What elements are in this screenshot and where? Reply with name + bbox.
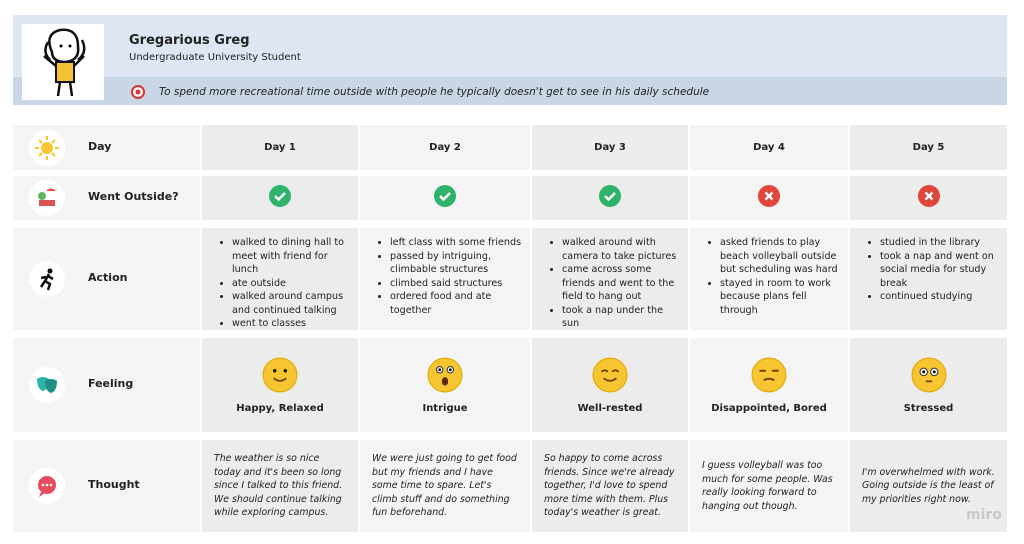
action-item: continued studying (880, 290, 999, 304)
went-outside-icon (598, 184, 622, 212)
action-list: walked around with camera to take pictur… (548, 236, 680, 331)
thought: We were just going to get food but my fr… (372, 453, 517, 519)
action-list: studied in the librarytook a nap and wen… (866, 236, 999, 304)
action-item: walked to dining hall to meet with frien… (232, 236, 350, 277)
went-outside-icon (268, 184, 292, 212)
went-outside-icon (433, 184, 457, 212)
cell: So happy to come across friends. Since w… (532, 440, 688, 532)
row-icon-svg (37, 377, 57, 393)
persona-name: Gregarious Greg (129, 33, 250, 48)
action-item: walked around with camera to take pictur… (562, 236, 680, 263)
cell: walked to dining hall to meet with frien… (202, 228, 358, 330)
feeling-label: Stressed (903, 402, 954, 414)
thought: The weather is so nice today and it's be… (214, 453, 343, 519)
action-item: walked around campus and continued talki… (232, 290, 350, 317)
went-outside-icon (917, 184, 941, 212)
cell (202, 176, 358, 220)
action-list: walked to dining hall to meet with frien… (218, 236, 350, 331)
cell: left class with some friendspassed by in… (360, 228, 530, 330)
cell (360, 176, 530, 220)
row-icon (29, 261, 65, 297)
action-item: ordered food and ate together (390, 290, 522, 317)
action-item: came across some friends and went to the… (562, 263, 680, 304)
avatar (22, 24, 104, 100)
row-icon (29, 367, 65, 403)
action-item: climbed said structures (390, 277, 522, 291)
row-icon (29, 129, 65, 166)
row-icon-svg (39, 268, 54, 291)
row-label: Went Outside? (88, 190, 179, 203)
goal-icon (131, 85, 145, 99)
cell: Well-rested (532, 338, 688, 432)
cell: Day 4 (690, 125, 848, 170)
feeling-emoji (911, 357, 947, 397)
day-label: Day 1 (264, 142, 296, 153)
action-item: passed by intriguing, climbable structur… (390, 250, 522, 277)
row-label: Day (88, 139, 112, 153)
row-icon (29, 468, 65, 504)
action-item: left class with some friends (390, 236, 522, 250)
thought: So happy to come across friends. Since w… (544, 453, 675, 519)
action-item: took a nap under the sun (562, 304, 680, 331)
action-item: studied in the library (880, 236, 999, 250)
day-label: Day 3 (594, 142, 626, 153)
action-item: ate outside (232, 277, 350, 291)
day-label: Day 5 (912, 142, 945, 153)
row-icon-svg (38, 188, 56, 206)
row-label: Thought (88, 478, 140, 491)
cell: walked around with camera to take pictur… (532, 228, 688, 330)
went-outside-icon (757, 184, 781, 212)
cell: I guess volleyball was too much for some… (690, 440, 848, 532)
day-label: Day 4 (753, 142, 785, 153)
action-list: asked friends to play beach volleyball o… (706, 236, 840, 317)
action-item: took a nap and went on social media for … (880, 250, 999, 291)
feeling-emoji (262, 357, 298, 397)
avatar-drawing (43, 28, 86, 97)
action-list: left class with some friendspassed by in… (376, 236, 522, 317)
feeling-label: Disappointed, Bored (711, 402, 827, 414)
goal-bar (13, 77, 1007, 105)
feeling-label: Intrigue (422, 402, 468, 414)
action-item: asked friends to play beach volleyball o… (720, 236, 840, 277)
cell (532, 176, 688, 220)
cell: Day 2 (360, 125, 530, 170)
persona-role: Undergraduate University Student (129, 52, 301, 63)
goal: To spend more recreational time outside … (159, 86, 710, 98)
cell: Disappointed, Bored (690, 338, 848, 432)
feeling-label: Happy, Relaxed (236, 402, 324, 414)
thought: I guess volleyball was too much for some… (702, 460, 833, 512)
feeling-emoji (427, 357, 463, 397)
action-item: stayed in room to work because plans fel… (720, 277, 840, 318)
cell: studied in the librarytook a nap and wen… (850, 228, 1007, 330)
feeling-label: Well-rested (577, 402, 643, 414)
feeling-emoji (751, 357, 787, 397)
cell: asked friends to play beach volleyball o… (690, 228, 848, 330)
cell (850, 176, 1007, 220)
cell: Day 5 (850, 125, 1007, 170)
row-icon-svg (38, 476, 56, 497)
cell: Intrigue (360, 338, 530, 432)
row-label: Action (88, 271, 128, 284)
cell: The weather is so nice today and it's be… (202, 440, 358, 532)
day-label: Day 2 (429, 142, 461, 153)
cell: We were just going to get food but my fr… (360, 440, 530, 532)
watermark: miro (966, 507, 1002, 523)
cell (690, 176, 848, 220)
cell: Happy, Relaxed (202, 338, 358, 432)
row-label: Feeling (88, 377, 134, 390)
cell: I'm overwhelmed with work. Going outside… (850, 440, 1007, 532)
feeling-emoji (592, 357, 628, 397)
cell: Day 1 (202, 125, 358, 170)
cell: Stressed (850, 338, 1007, 432)
row-icon-svg (35, 135, 59, 160)
action-item: went to classes (232, 317, 350, 331)
persona-header (13, 15, 1007, 77)
row-icon (29, 180, 65, 216)
cell: Day 3 (532, 125, 688, 170)
thought: I'm overwhelmed with work. Going outside… (862, 466, 995, 505)
